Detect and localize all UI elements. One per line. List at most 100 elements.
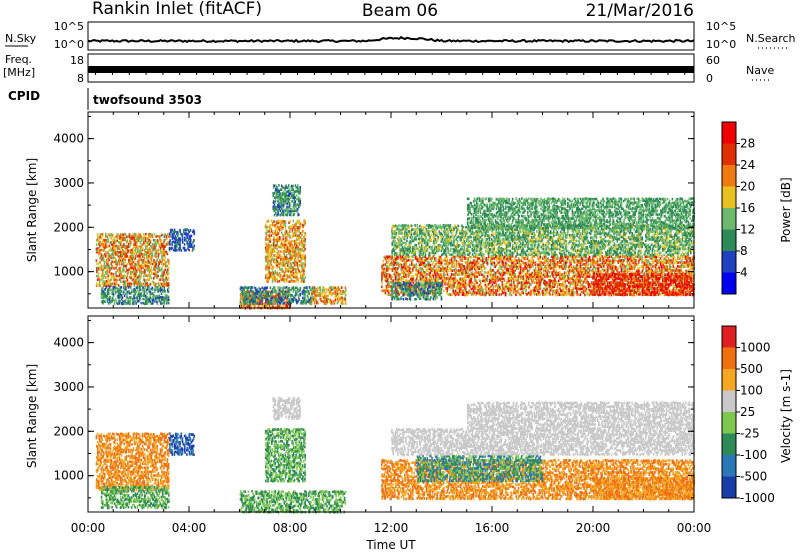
range-cell bbox=[283, 252, 285, 256]
range-cell bbox=[118, 278, 121, 281]
range-cell bbox=[119, 266, 122, 270]
range-cell bbox=[381, 285, 383, 289]
range-cell bbox=[109, 235, 112, 238]
range-cell bbox=[280, 250, 282, 253]
range-cell bbox=[241, 302, 243, 305]
range-cell bbox=[503, 279, 506, 282]
range-cell bbox=[247, 300, 250, 304]
range-cell bbox=[164, 268, 167, 272]
range-cell bbox=[115, 274, 117, 277]
range-cell bbox=[137, 290, 140, 293]
range-cell bbox=[419, 277, 422, 281]
range-cell bbox=[131, 271, 134, 274]
range-cell bbox=[121, 274, 123, 278]
range-cell bbox=[528, 285, 530, 289]
range-cell bbox=[246, 296, 248, 300]
range-cell bbox=[109, 295, 111, 299]
range-cell bbox=[118, 234, 121, 238]
range-cell bbox=[455, 262, 458, 266]
range-cell bbox=[95, 284, 98, 287]
range-cell bbox=[128, 289, 130, 293]
range-cell bbox=[432, 269, 435, 273]
range-cell bbox=[325, 288, 327, 291]
range-cell bbox=[186, 235, 188, 238]
range-cell bbox=[471, 281, 474, 285]
range-cell bbox=[442, 289, 445, 293]
range-cell bbox=[275, 290, 278, 293]
range-cell bbox=[470, 255, 473, 259]
range-cell bbox=[106, 282, 108, 286]
range-cell bbox=[243, 288, 245, 291]
range-cell bbox=[267, 219, 270, 223]
range-cell bbox=[276, 242, 278, 245]
range-cell bbox=[125, 266, 127, 270]
range-cell bbox=[147, 248, 149, 252]
range-cell bbox=[288, 286, 290, 290]
range-cell bbox=[426, 269, 429, 272]
range-cell bbox=[455, 259, 458, 263]
range-cell bbox=[98, 262, 100, 265]
range-cell bbox=[412, 258, 414, 262]
range-cell bbox=[273, 184, 276, 188]
range-cell bbox=[137, 244, 139, 248]
range-cell bbox=[291, 200, 293, 203]
range-cell bbox=[481, 259, 484, 263]
range-cell bbox=[128, 282, 131, 285]
range-cell bbox=[466, 283, 468, 286]
range-cell bbox=[492, 280, 494, 284]
range-cell bbox=[96, 270, 98, 274]
range-cell bbox=[116, 237, 118, 240]
range-cell bbox=[142, 301, 144, 305]
range-cell bbox=[135, 272, 138, 276]
range-cell bbox=[295, 298, 298, 302]
range-cell bbox=[95, 262, 98, 265]
range-cell bbox=[121, 253, 123, 256]
range-cell bbox=[118, 241, 121, 244]
range-cell bbox=[95, 247, 98, 251]
range-cell bbox=[498, 289, 500, 293]
range-cell bbox=[116, 302, 119, 306]
range-cell bbox=[101, 274, 104, 278]
range-cell bbox=[268, 259, 270, 263]
range-cell bbox=[297, 213, 300, 216]
range-cell bbox=[294, 228, 297, 231]
range-cell bbox=[114, 257, 116, 260]
range-cell bbox=[118, 263, 121, 266]
range-cell bbox=[120, 241, 122, 244]
range-cell bbox=[469, 285, 471, 288]
range-cell bbox=[294, 286, 297, 290]
range-cell bbox=[276, 186, 278, 189]
range-cell bbox=[166, 298, 169, 302]
range-cell bbox=[391, 261, 393, 264]
range-cell bbox=[282, 213, 285, 217]
range-cell bbox=[493, 261, 496, 265]
range-cell bbox=[248, 292, 251, 295]
range-cell bbox=[527, 291, 530, 295]
range-cell bbox=[155, 255, 157, 258]
nave-tick-top: 60 bbox=[706, 54, 720, 67]
range-cell bbox=[304, 266, 306, 269]
range-cell bbox=[129, 286, 132, 289]
range-cell bbox=[162, 276, 164, 280]
range-cell bbox=[269, 224, 272, 227]
range-cell bbox=[546, 263, 548, 267]
range-cell bbox=[111, 239, 114, 242]
range-cell bbox=[514, 273, 516, 276]
range-cell bbox=[180, 249, 183, 252]
range-cell bbox=[167, 295, 170, 299]
range-cell bbox=[102, 256, 105, 260]
range-cell bbox=[108, 284, 110, 287]
range-cell bbox=[440, 257, 443, 261]
range-cell bbox=[111, 264, 114, 268]
range-cell bbox=[578, 287, 580, 291]
range-cell bbox=[188, 248, 190, 252]
range-cell bbox=[167, 259, 170, 262]
range-cell bbox=[167, 286, 170, 290]
range-cell bbox=[109, 284, 112, 288]
range-cell bbox=[124, 233, 127, 236]
range-cell bbox=[110, 248, 113, 252]
range-cell bbox=[310, 294, 312, 298]
range-cell bbox=[519, 293, 522, 297]
range-cell bbox=[263, 286, 266, 290]
range-cell bbox=[112, 298, 114, 302]
